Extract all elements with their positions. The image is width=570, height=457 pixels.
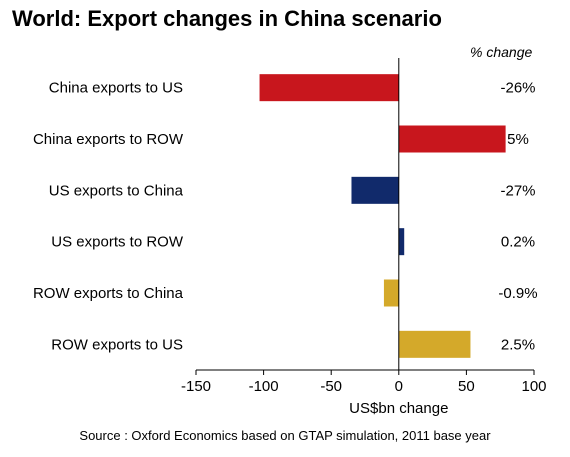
bar-chart: China exports to US -26% China exports to … <box>33 58 547 417</box>
x-tick-label-6: 100 <box>521 378 546 395</box>
category-label-6: ROW exports to US <box>51 336 183 353</box>
category-label-4: US exports to ROW <box>51 234 184 251</box>
bar-5 <box>383 279 399 307</box>
category-label-3: US exports to China <box>49 182 184 199</box>
x-tick-label-4: 0 <box>395 378 403 395</box>
category-label-5: ROW exports to China <box>33 285 184 302</box>
x-axis-title: US$bn change <box>349 400 448 417</box>
pct-change-label-1: -26% <box>500 80 535 97</box>
x-tick-label-3: -50 <box>320 378 342 395</box>
bar-4 <box>398 228 405 256</box>
category-label-2: China exports to ROW <box>33 131 184 148</box>
pct-change-label-3: -27% <box>500 182 535 199</box>
x-tick-label-5: 50 <box>458 378 475 395</box>
bar-6 <box>398 330 471 358</box>
bar-3 <box>351 176 399 204</box>
x-tick-label-2: -100 <box>249 378 279 395</box>
pct-change-label-2: 5% <box>507 131 529 148</box>
bar-1 <box>259 74 399 102</box>
pct-change-header: % change <box>470 44 533 60</box>
pct-change-label-4: 0.2% <box>501 234 535 251</box>
pct-change-label-5: -0.9% <box>498 285 537 302</box>
source-note: Source : Oxford Economics based on GTAP … <box>79 428 491 443</box>
pct-change-label-6: 2.5% <box>501 336 535 353</box>
x-tick-label-1: -150 <box>181 378 211 395</box>
bar-2 <box>398 125 506 153</box>
category-label-1: China exports to US <box>49 80 183 97</box>
chart-title: World: Export changes in China scenario <box>12 6 442 31</box>
